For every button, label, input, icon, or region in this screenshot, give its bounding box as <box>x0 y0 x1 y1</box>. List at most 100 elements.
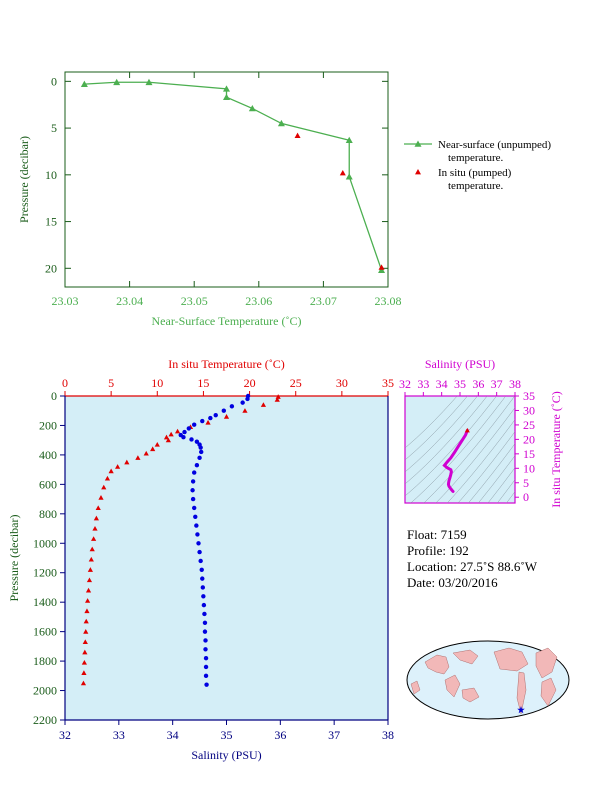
temperature-point <box>93 515 99 521</box>
temperature-point <box>104 475 111 481</box>
temperature-point <box>205 419 211 425</box>
legend-label-near-surface: Near-surface (unpumped) <box>438 139 551 151</box>
ts-top-tick-label: 33 <box>417 377 429 391</box>
temperature-point <box>163 434 170 440</box>
near-surface-point <box>223 85 230 92</box>
salinity-point <box>204 682 209 687</box>
salinity-point <box>199 567 204 572</box>
salinity-point <box>203 664 209 670</box>
salinity-point <box>213 412 218 418</box>
panel1-xtick-label: 23.08 <box>375 294 402 308</box>
panel2-top-tick-label: 30 <box>336 376 348 390</box>
panel2-top-tick-label: 0 <box>62 376 68 390</box>
near-surface-point <box>277 119 285 127</box>
salinity-point <box>186 426 192 431</box>
panel2-bottom-tick-label: 36 <box>274 728 286 742</box>
salinity-point <box>203 655 209 661</box>
salinity-point <box>200 576 205 581</box>
ts-right-tick-label: 0 <box>523 490 529 504</box>
panel2-ytick-label: 1200 <box>33 566 57 580</box>
ts-top-label: Salinity (PSU) <box>425 357 495 371</box>
salinity-point <box>189 437 194 442</box>
salinity-point <box>202 620 208 625</box>
panel1-ylabel: Pressure (decibar) <box>17 136 31 223</box>
panel1-xtick-label: 23.03 <box>52 294 79 308</box>
ts-right-tick-label: 30 <box>523 403 535 417</box>
ts-top-tick-label: 34 <box>436 377 448 391</box>
near-surface-point <box>248 104 256 112</box>
float-id: Float: 7159 <box>407 527 467 542</box>
salinity-point <box>200 585 206 590</box>
map-landmass <box>444 674 461 698</box>
temperature-point <box>223 414 230 419</box>
panel2-ytick-label: 1000 <box>33 536 57 550</box>
near-surface-point <box>113 78 121 86</box>
temperature-point <box>174 428 181 434</box>
temperature-point <box>242 408 248 413</box>
ts-right-tick-label: 35 <box>523 389 535 403</box>
legend-label-in-situ-2: temperature. <box>448 180 504 192</box>
temperature-point <box>274 397 280 402</box>
float-location-star-icon <box>517 706 525 714</box>
salinity-point <box>201 594 206 599</box>
panel2-bottom-tick-label: 37 <box>328 728 340 742</box>
panel1-xtick-label: 23.06 <box>245 294 272 308</box>
profile-number: Profile: 192 <box>407 543 469 558</box>
panel1-xlabel: Near-Surface Temperature (˚C) <box>152 314 302 328</box>
near-surface-line <box>84 81 383 271</box>
panel2-ytick-label: 400 <box>39 448 57 462</box>
temperature-point <box>87 567 93 572</box>
temperature-point <box>81 670 87 675</box>
panel1-frame <box>64 71 389 288</box>
legend-marker-in-situ <box>415 169 421 175</box>
temperature-point <box>135 455 141 460</box>
salinity-point <box>229 404 235 409</box>
panel2-ytick-label: 2200 <box>33 713 57 727</box>
salinity-point <box>194 463 200 468</box>
isopycnal-line <box>405 396 458 449</box>
salinity-point <box>198 449 204 455</box>
salinity-point <box>197 455 202 461</box>
ts-isopycnals <box>405 396 515 503</box>
ts-top-tick-label: 32 <box>399 377 411 391</box>
panel1-xtick-label: 23.05 <box>181 294 208 308</box>
ts-curve <box>442 428 469 493</box>
isopycnal-line <box>457 431 515 503</box>
salinity-point <box>197 549 202 555</box>
map-landmass <box>452 649 479 665</box>
ts-surface-point <box>464 427 470 433</box>
salinity-point <box>192 470 197 475</box>
legend-label-in-situ: In situ (pumped) <box>438 167 512 179</box>
near-surface-point <box>378 266 386 273</box>
ts-right-tick-label: 25 <box>523 418 535 432</box>
near-surface-point <box>145 78 153 86</box>
salinity-point <box>192 422 197 427</box>
temperature-point <box>86 577 93 583</box>
salinity-point <box>208 415 213 421</box>
panel2-background <box>65 396 388 720</box>
isopycnal-line <box>410 396 507 503</box>
ts-top-tick-label: 36 <box>472 377 484 391</box>
near-surface-point <box>80 80 88 87</box>
panel2-top-label: In situ Temperature (˚C) <box>168 357 285 371</box>
isopycnal-line <box>405 396 497 497</box>
float-info: Float: 7159 Profile: 192 Location: 27.5˚… <box>407 527 537 591</box>
ts-panel-frame <box>404 395 516 504</box>
ts-top-tick-label: 38 <box>509 377 521 391</box>
panel2-ylabel: Pressure (decibar) <box>7 515 21 602</box>
ts-right-tick-label: 10 <box>523 461 535 475</box>
salinity-point <box>190 496 196 502</box>
temperature-point <box>150 446 156 452</box>
salinity-point <box>181 435 186 440</box>
panel2-ytick-label: 1600 <box>33 625 57 639</box>
panel1-ytick-label: 5 <box>51 121 57 135</box>
temperature-point <box>85 587 92 593</box>
ts-top-tick-label: 35 <box>454 377 466 391</box>
map-landmass <box>410 680 421 695</box>
near-surface-point <box>223 93 230 101</box>
panel1-ytick-label: 20 <box>45 261 57 275</box>
salinity-point <box>198 558 203 564</box>
panel2-bottom-tick-label: 34 <box>167 728 179 742</box>
ts-right-tick-label: 15 <box>523 447 535 461</box>
temperature-point <box>81 659 87 665</box>
